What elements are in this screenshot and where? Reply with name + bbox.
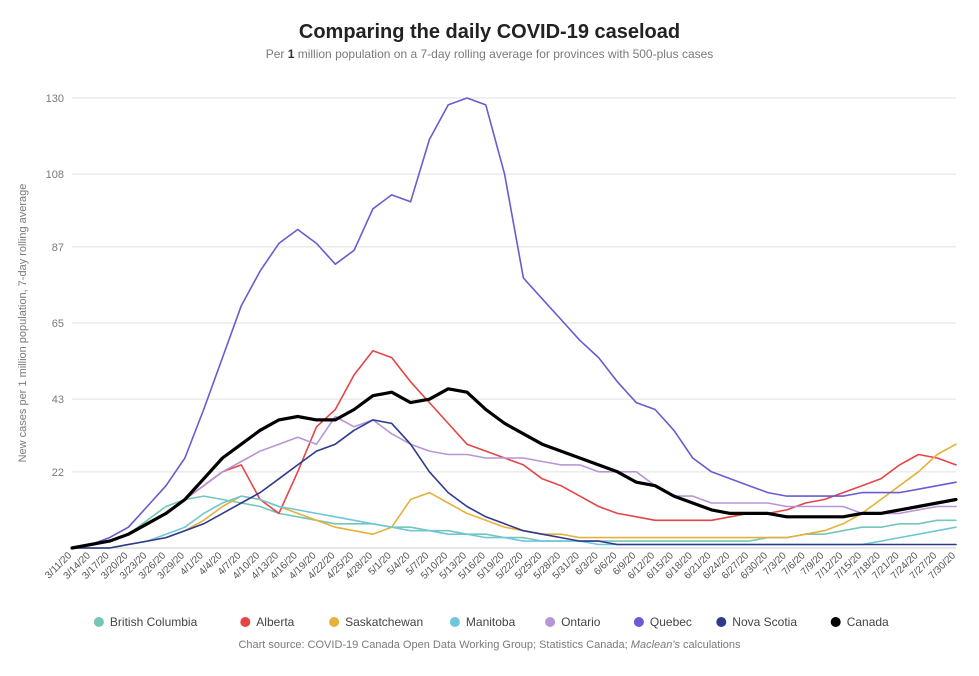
legend-dot [329,617,339,627]
legend-label: Saskatchewan [345,615,423,629]
legend-dot [716,617,726,627]
ytick-label: 43 [52,394,64,406]
legend-dot [634,617,644,627]
ytick-label: 22 [52,467,64,479]
ytick-label: 87 [52,242,64,254]
legend-label: Manitoba [466,615,516,629]
chart-container: { "chart": { "type": "line", "title": "C… [0,0,979,676]
legend-dot [450,617,460,627]
legend-item: British Columbia [94,615,198,629]
legend-label: British Columbia [110,615,198,629]
ytick-label: 108 [46,169,64,181]
legend-label: Canada [847,615,889,629]
chart-svg: Comparing the daily COVID-19 caseload Per… [0,0,979,676]
legend-label: Quebec [650,615,692,629]
source-note: Chart source: COVID-19 Canada Open Data … [238,639,741,651]
y-axis-label: New cases per 1 million population, 7-da… [17,184,29,463]
legend-label: Alberta [256,615,294,629]
legend-dot [831,617,841,627]
ytick-label: 65 [52,318,64,330]
ytick-label: 130 [46,93,64,105]
legend-dot [94,617,104,627]
legend-dot [240,617,250,627]
chart-title: Comparing the daily COVID-19 caseload [299,21,680,43]
chart-subtitle: Per 1 million population on a 7-day roll… [266,47,714,61]
legend-dot [545,617,555,627]
legend-label: Ontario [561,615,601,629]
legend-label: Nova Scotia [732,615,797,629]
